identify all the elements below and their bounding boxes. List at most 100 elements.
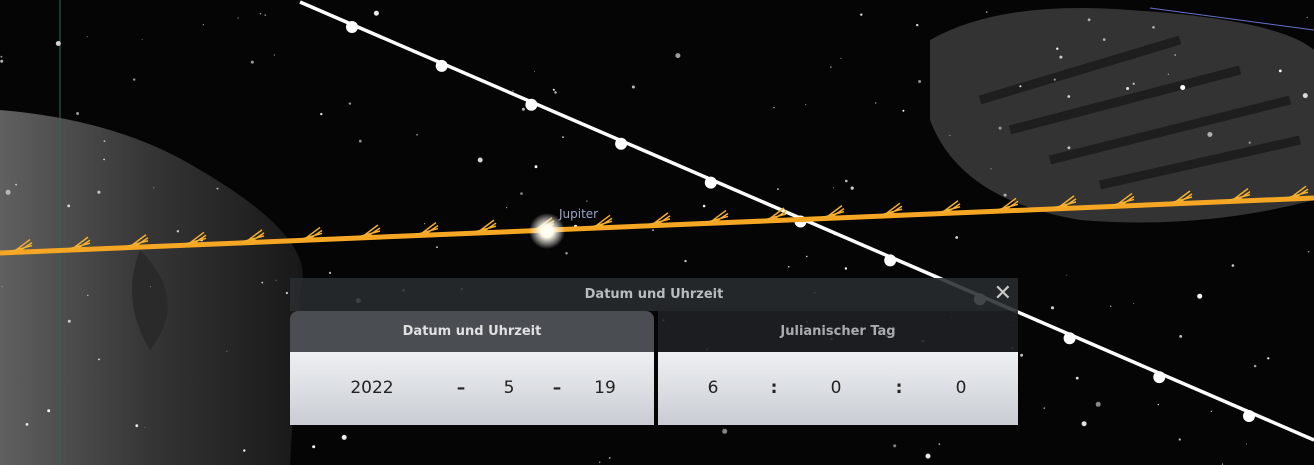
star[interactable] — [5, 189, 11, 195]
star[interactable] — [840, 57, 842, 59]
year-field[interactable]: 2022 — [350, 378, 394, 398]
tab[interactable]: Datum und Uhrzeit — [290, 311, 654, 352]
star[interactable] — [103, 140, 106, 143]
star[interactable] — [1067, 146, 1071, 150]
month-field[interactable]: 5 — [503, 378, 515, 398]
star[interactable] — [1174, 54, 1176, 56]
star[interactable] — [844, 267, 848, 270]
star[interactable] — [216, 187, 219, 190]
star[interactable] — [341, 434, 347, 440]
star[interactable] — [153, 187, 155, 189]
star[interactable] — [1133, 303, 1135, 304]
star[interactable] — [1, 286, 3, 288]
star[interactable] — [773, 107, 775, 109]
star[interactable] — [259, 13, 262, 15]
star[interactable] — [15, 183, 17, 186]
star[interactable] — [135, 424, 139, 428]
star[interactable] — [998, 126, 1002, 130]
star[interactable] — [275, 279, 277, 281]
star[interactable] — [805, 104, 807, 106]
star[interactable] — [684, 259, 687, 263]
star[interactable] — [787, 265, 790, 268]
star[interactable] — [925, 453, 931, 459]
star[interactable] — [237, 17, 239, 19]
star[interactable] — [1126, 87, 1130, 90]
star[interactable] — [1081, 421, 1087, 427]
star[interactable] — [1207, 132, 1213, 137]
star[interactable] — [86, 36, 88, 38]
star[interactable] — [0, 59, 4, 63]
star[interactable] — [893, 444, 897, 448]
star[interactable] — [98, 358, 100, 361]
star[interactable] — [844, 179, 848, 183]
star[interactable] — [902, 109, 905, 112]
star[interactable] — [1043, 407, 1046, 409]
star[interactable] — [1253, 364, 1257, 368]
star[interactable] — [87, 294, 89, 297]
star[interactable] — [565, 252, 568, 255]
star[interactable] — [1302, 93, 1308, 99]
star[interactable] — [949, 134, 951, 136]
star[interactable] — [1278, 69, 1282, 73]
star[interactable] — [243, 449, 246, 452]
star[interactable] — [938, 443, 941, 445]
star[interactable] — [512, 90, 514, 92]
star[interactable] — [47, 409, 51, 413]
star[interactable] — [312, 445, 316, 449]
star[interactable] — [320, 112, 323, 116]
star[interactable] — [1059, 55, 1063, 59]
star[interactable] — [264, 14, 267, 16]
star[interactable] — [832, 187, 834, 189]
star[interactable] — [328, 271, 332, 275]
star[interactable] — [1197, 293, 1203, 299]
star[interactable] — [1087, 18, 1091, 22]
star[interactable] — [1248, 141, 1251, 144]
star[interactable] — [424, 223, 426, 225]
star[interactable] — [261, 281, 264, 284]
star[interactable] — [141, 39, 143, 40]
star[interactable] — [133, 78, 136, 81]
tab[interactable]: Julianischer Tag — [658, 311, 1018, 352]
star[interactable] — [55, 41, 61, 46]
star[interactable] — [1231, 264, 1235, 267]
star[interactable] — [1067, 95, 1071, 98]
jupiter[interactable] — [529, 213, 565, 249]
star[interactable] — [520, 192, 523, 195]
star[interactable] — [562, 136, 564, 138]
star[interactable] — [25, 423, 29, 426]
day-field[interactable]: 19 — [594, 378, 616, 398]
star[interactable] — [806, 255, 808, 258]
star[interactable] — [1179, 335, 1183, 338]
star[interactable] — [67, 204, 71, 208]
star[interactable] — [777, 188, 779, 191]
star[interactable] — [1245, 443, 1248, 445]
star[interactable] — [850, 186, 854, 190]
star[interactable] — [1020, 353, 1024, 357]
star[interactable] — [702, 204, 706, 208]
star[interactable] — [1267, 357, 1270, 360]
star[interactable] — [985, 11, 988, 13]
star[interactable] — [358, 139, 362, 143]
star[interactable] — [97, 190, 101, 194]
star[interactable] — [554, 91, 557, 94]
star[interactable] — [860, 13, 863, 16]
star[interactable] — [202, 24, 204, 26]
star[interactable] — [534, 70, 535, 72]
star[interactable] — [373, 10, 379, 16]
star[interactable] — [1075, 376, 1079, 380]
star[interactable] — [1102, 38, 1106, 41]
star[interactable] — [1066, 274, 1068, 276]
star[interactable] — [226, 350, 228, 352]
star[interactable] — [1307, 250, 1310, 253]
star[interactable] — [830, 66, 832, 68]
star[interactable] — [1110, 305, 1112, 307]
star[interactable] — [1221, 463, 1224, 465]
star[interactable] — [1210, 410, 1212, 412]
star[interactable] — [1157, 403, 1160, 406]
star[interactable] — [1019, 85, 1022, 88]
star[interactable] — [586, 200, 588, 202]
close-button[interactable]: ✕ — [993, 281, 1012, 306]
star[interactable] — [1053, 78, 1056, 81]
star[interactable] — [608, 457, 611, 459]
star[interactable] — [875, 102, 877, 104]
